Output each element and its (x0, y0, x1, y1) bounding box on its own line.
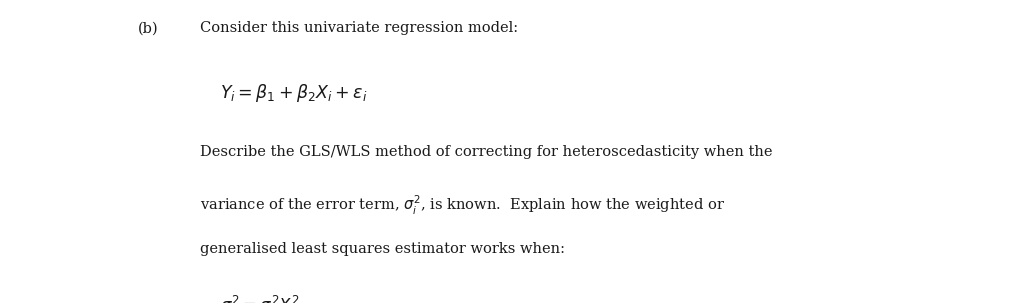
Text: variance of the error term, $\sigma_i^2$, is known.  Explain how the weighted or: variance of the error term, $\sigma_i^2$… (200, 194, 725, 217)
Text: (b): (b) (138, 21, 159, 35)
Text: $\sigma_i^2 = \sigma^2 X_i^2$: $\sigma_i^2 = \sigma^2 X_i^2$ (220, 294, 300, 303)
Text: $Y_i = \beta_1 + \beta_2 X_i + \varepsilon_i$: $Y_i = \beta_1 + \beta_2 X_i + \varepsil… (220, 82, 368, 104)
Text: Describe the GLS/WLS method of correcting for heteroscedasticity when the: Describe the GLS/WLS method of correctin… (200, 145, 772, 159)
Text: Consider this univariate regression model:: Consider this univariate regression mode… (200, 21, 518, 35)
Text: generalised least squares estimator works when:: generalised least squares estimator work… (200, 242, 564, 256)
